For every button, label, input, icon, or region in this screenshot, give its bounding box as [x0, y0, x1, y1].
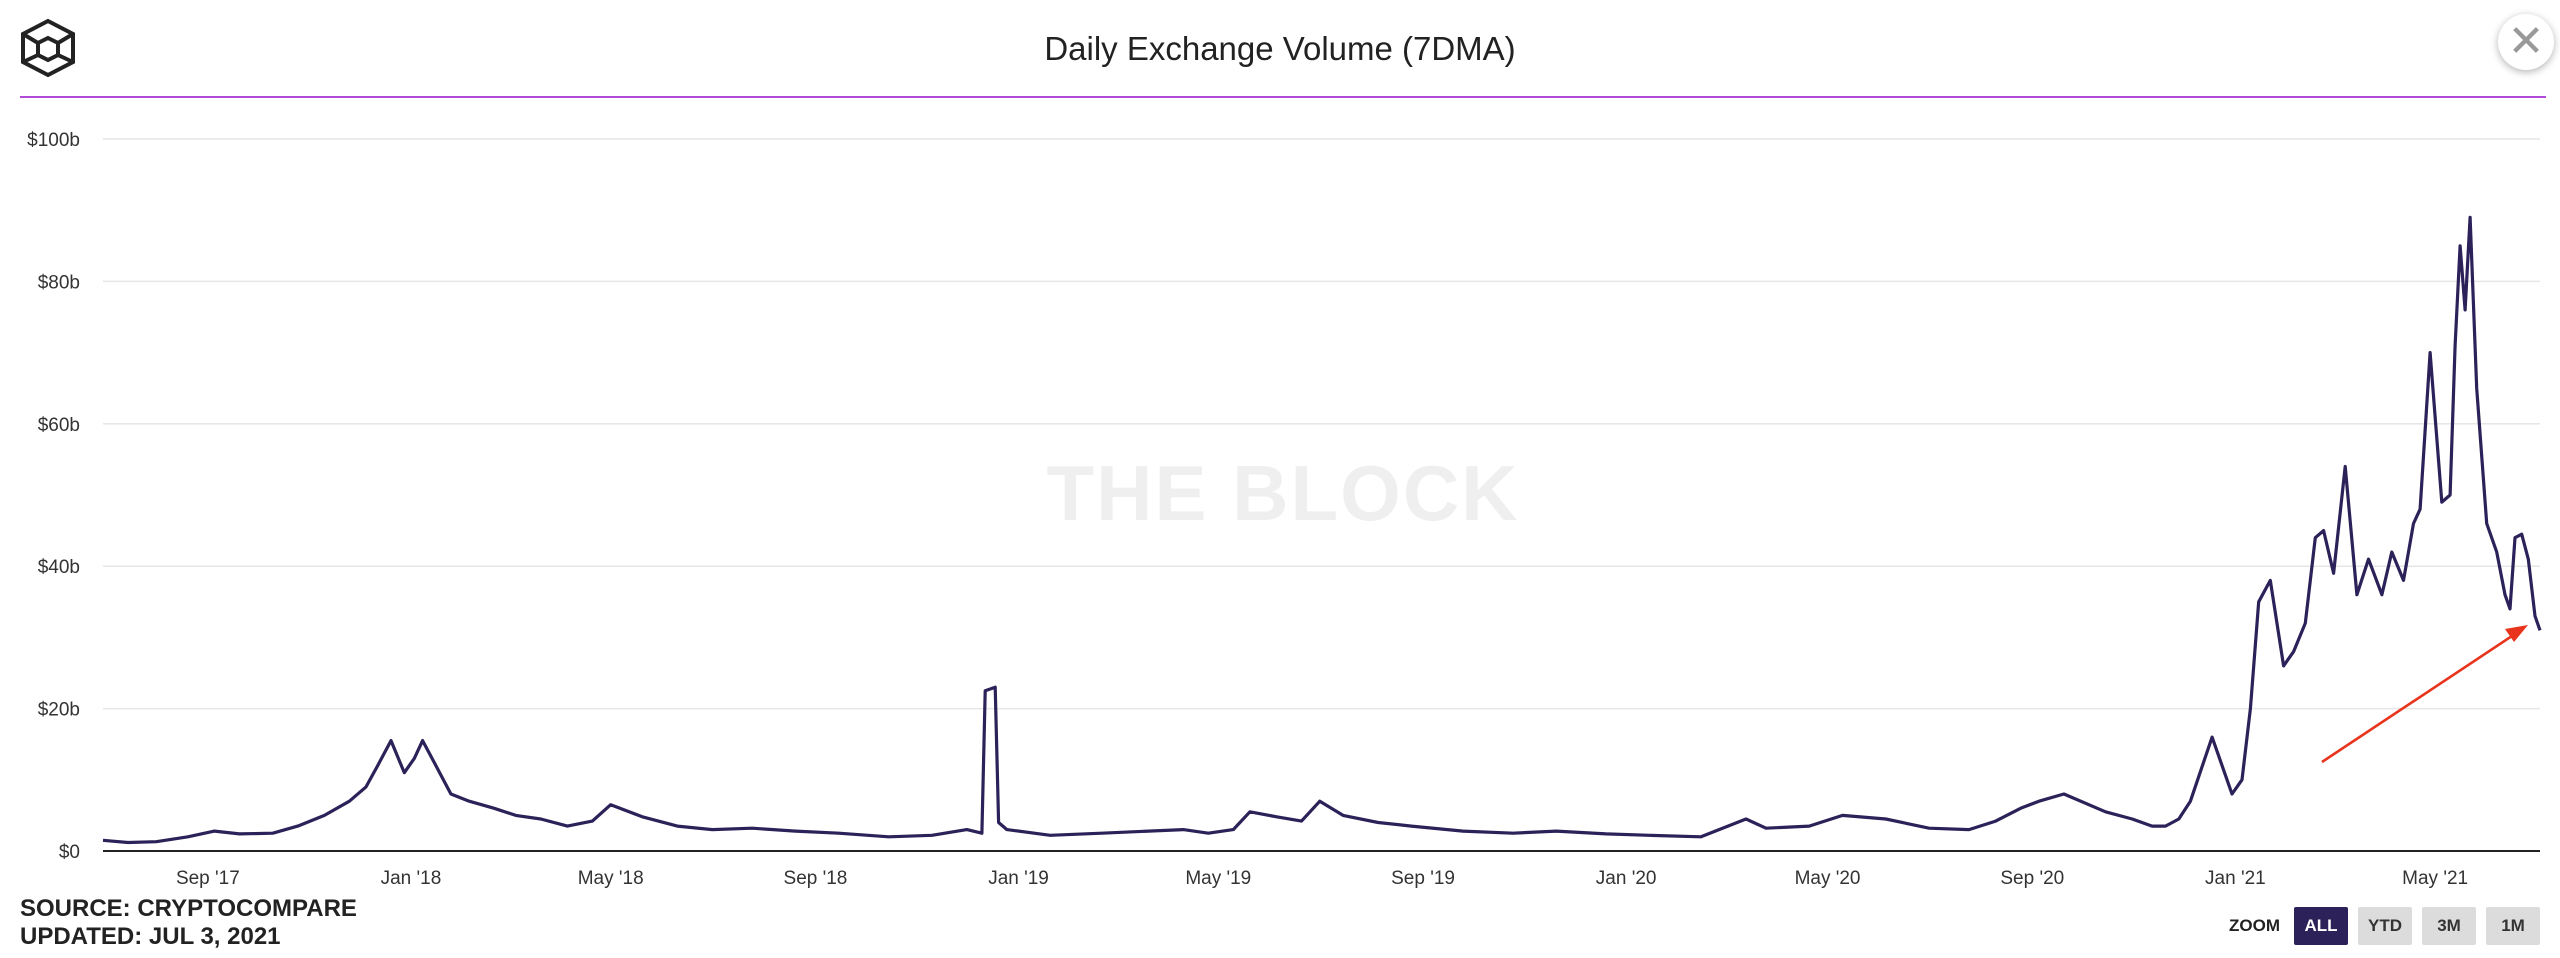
- chart-title: Daily Exchange Volume (7DMA): [1044, 30, 1516, 67]
- y-tick-label: $40b: [38, 557, 80, 578]
- x-tick-label: Sep '20: [2000, 868, 2064, 889]
- the-block-logo-icon: [21, 18, 75, 78]
- x-tick-label: Jan '20: [1596, 868, 1657, 889]
- x-tick-label: Sep '19: [1391, 868, 1455, 889]
- zoom-label: ZOOM: [2229, 916, 2280, 935]
- grid-lines: [103, 138, 2540, 710]
- arrow-head: [2505, 625, 2528, 642]
- line-chart: THE BLOCK $0 $20b $40b $60b $80b $100b Sep '1…: [27, 130, 2542, 889]
- x-tick-label: May '20: [1795, 868, 1861, 889]
- zoom-all-button[interactable]: ALL: [2294, 907, 2348, 945]
- x-tick-label: Jan '19: [988, 868, 1049, 889]
- x-tick-label: Jan '18: [381, 868, 442, 889]
- x-tick-label: May '19: [1185, 868, 1251, 889]
- y-tick-label: $60b: [38, 415, 80, 436]
- footer-source: SOURCE: CRYPTOCOMPARE UPDATED: JUL 3, 20…: [20, 895, 357, 951]
- x-tick-label: Sep '17: [176, 868, 240, 889]
- y-tick-label: $80b: [38, 272, 80, 293]
- zoom-ytd-button[interactable]: YTD: [2358, 907, 2412, 945]
- close-button[interactable]: ✕: [2498, 14, 2554, 70]
- watermark: THE BLOCK: [1047, 449, 1520, 537]
- zoom-3m-button[interactable]: 3M: [2422, 907, 2476, 945]
- header-divider: [20, 96, 2546, 98]
- y-tick-label: $100b: [27, 130, 80, 151]
- y-tick-label: $20b: [38, 700, 80, 721]
- y-tick-label: $0: [59, 842, 80, 863]
- x-tick-label: May '18: [578, 868, 644, 889]
- series-line: [102, 215, 2542, 845]
- x-axis-labels: Sep '17 Jan '18 May '18 Sep '18 Jan '19 May '…: [176, 868, 2468, 889]
- y-axis-labels: $0 $20b $40b $60b $80b $100b: [27, 130, 80, 863]
- x-tick-label: May '21: [2402, 868, 2468, 889]
- annotation-arrow: [2321, 625, 2528, 764]
- x-tick-label: Sep '18: [784, 868, 848, 889]
- zoom-controls: ZOOM ALL YTD 3M 1M: [2229, 907, 2540, 945]
- source-text: SOURCE: CRYPTOCOMPARE: [20, 895, 357, 922]
- close-icon: ✕: [2507, 17, 2545, 66]
- zoom-1m-button[interactable]: 1M: [2486, 907, 2540, 945]
- x-tick-label: Jan '21: [2205, 868, 2266, 889]
- arrow-shaft: [2321, 630, 2519, 764]
- updated-text: UPDATED: JUL 3, 2021: [20, 923, 281, 950]
